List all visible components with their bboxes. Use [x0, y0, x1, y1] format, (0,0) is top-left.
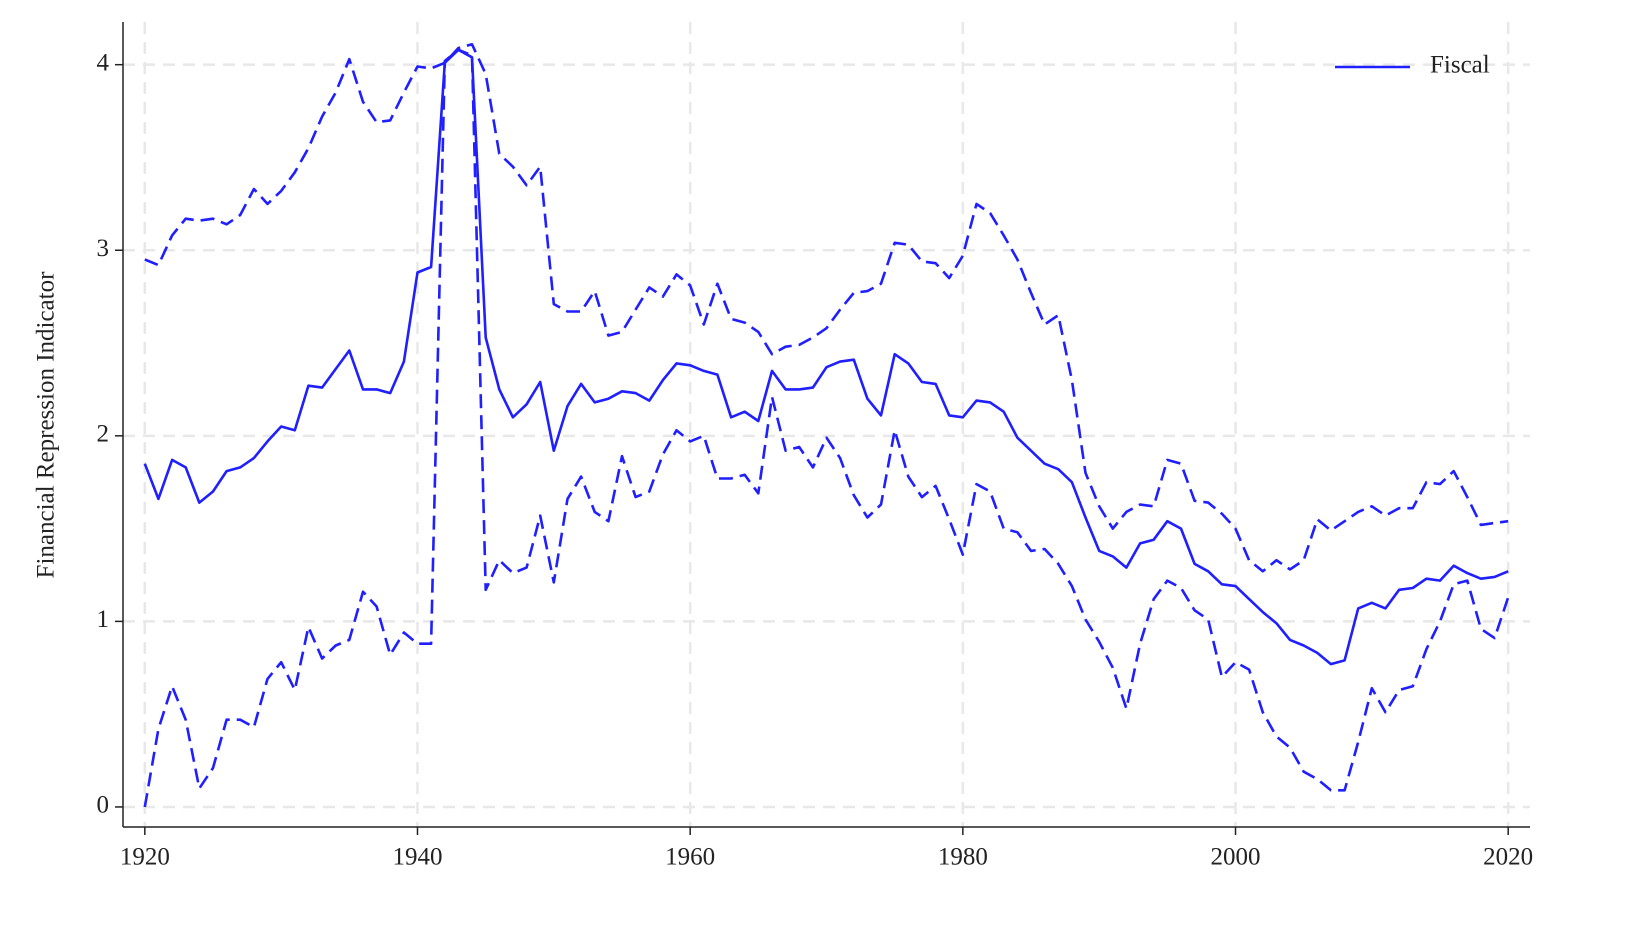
x-tick-label: 1980	[938, 844, 988, 871]
y-tick-label: 2	[97, 421, 110, 448]
series-line	[143, 48, 1510, 808]
y-tick-label: 0	[97, 792, 110, 819]
y-tick-label: 4	[97, 49, 110, 76]
x-tick-label: 1940	[392, 844, 442, 871]
legend-label: Fiscal	[1430, 52, 1490, 79]
y-axis-label: Financial Repression Indicator	[33, 271, 60, 579]
x-tick-label: 1920	[120, 844, 170, 871]
series-line	[143, 48, 1509, 666]
x-tick-label: 1960	[665, 844, 715, 871]
y-tick-label: 3	[97, 235, 110, 262]
y-tick-label: 1	[97, 606, 110, 633]
x-tick-label: 2000	[1211, 844, 1261, 871]
series-line	[144, 43, 1509, 573]
x-tick-label: 2020	[1483, 844, 1533, 871]
